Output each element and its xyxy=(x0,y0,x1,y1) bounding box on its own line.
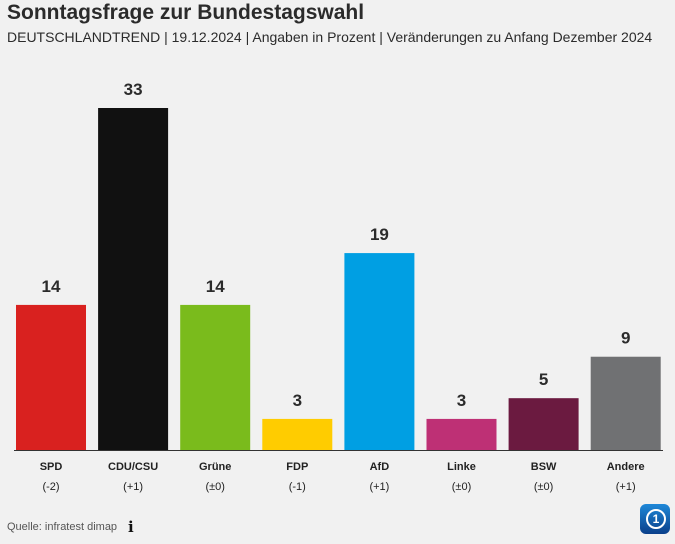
data-label: 3 xyxy=(457,391,466,410)
change-label: (-2) xyxy=(42,481,59,493)
change-label: (±0) xyxy=(205,481,224,493)
change-label: (±0) xyxy=(534,481,553,493)
bar-grne xyxy=(180,304,251,450)
data-label: 19 xyxy=(370,225,389,244)
data-label: 14 xyxy=(206,277,225,296)
bar-linke xyxy=(426,418,497,450)
category-label: SPD xyxy=(40,461,63,473)
bar-chart: 14 SPD (-2) 33 CDU/CSU (+1) 14 Grüne (±0) 3 FDP (-1… xyxy=(14,80,663,493)
change-label: (-1) xyxy=(289,481,306,493)
chart-title: Sonntagsfrage zur Bundestagswahl xyxy=(7,1,365,24)
data-label: 5 xyxy=(539,370,548,389)
category-label: BSW xyxy=(531,461,557,473)
bar-spd xyxy=(16,304,86,450)
data-label: 14 xyxy=(42,277,61,296)
chart-subtitle: DEUTSCHLANDTREND | 19.12.2024 | Angaben … xyxy=(7,29,653,45)
change-label: (+1) xyxy=(616,481,636,493)
change-label: (±0) xyxy=(452,481,471,493)
category-label: Andere xyxy=(607,461,645,473)
bar-afd xyxy=(344,253,415,450)
source-text: Quelle: infratest dimap xyxy=(7,521,118,533)
category-label: Linke xyxy=(447,461,476,473)
data-label: 3 xyxy=(293,391,302,410)
category-label: FDP xyxy=(286,461,308,473)
data-label: 9 xyxy=(621,329,630,348)
bar-andere xyxy=(590,356,661,450)
change-label: (+1) xyxy=(369,481,389,493)
bar-fdp xyxy=(262,418,333,450)
category-label: Grüne xyxy=(199,461,231,473)
data-label: 33 xyxy=(124,80,143,99)
info-icon[interactable]: i xyxy=(128,518,134,536)
change-label: (+1) xyxy=(123,481,143,493)
category-label: AfD xyxy=(370,461,390,473)
tagesschau-logo xyxy=(640,504,670,534)
bar-cducsu xyxy=(98,108,169,450)
bar-bsw xyxy=(508,398,579,450)
category-label: CDU/CSU xyxy=(108,461,158,473)
